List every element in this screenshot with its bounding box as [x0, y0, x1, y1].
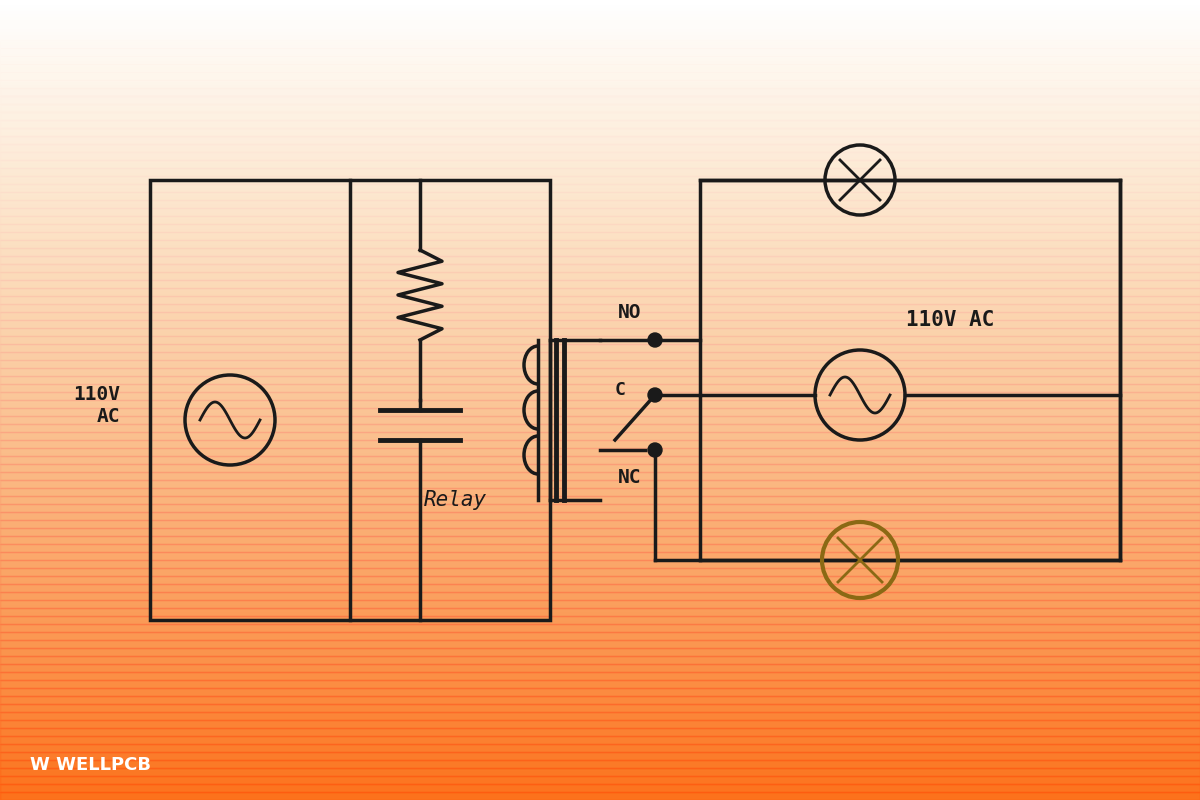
- Circle shape: [648, 388, 662, 402]
- Text: NO: NO: [618, 303, 642, 322]
- Text: C: C: [614, 381, 625, 399]
- Bar: [700, 180, 1120, 560]
- Text: NC: NC: [618, 468, 642, 487]
- Circle shape: [648, 333, 662, 347]
- Text: 110V
AC: 110V AC: [73, 385, 120, 426]
- Circle shape: [648, 443, 662, 457]
- Text: 110V AC: 110V AC: [906, 310, 994, 330]
- Text: Relay: Relay: [424, 490, 486, 510]
- Bar: [150, 180, 550, 620]
- Text: W WELLPCB: W WELLPCB: [30, 756, 151, 774]
